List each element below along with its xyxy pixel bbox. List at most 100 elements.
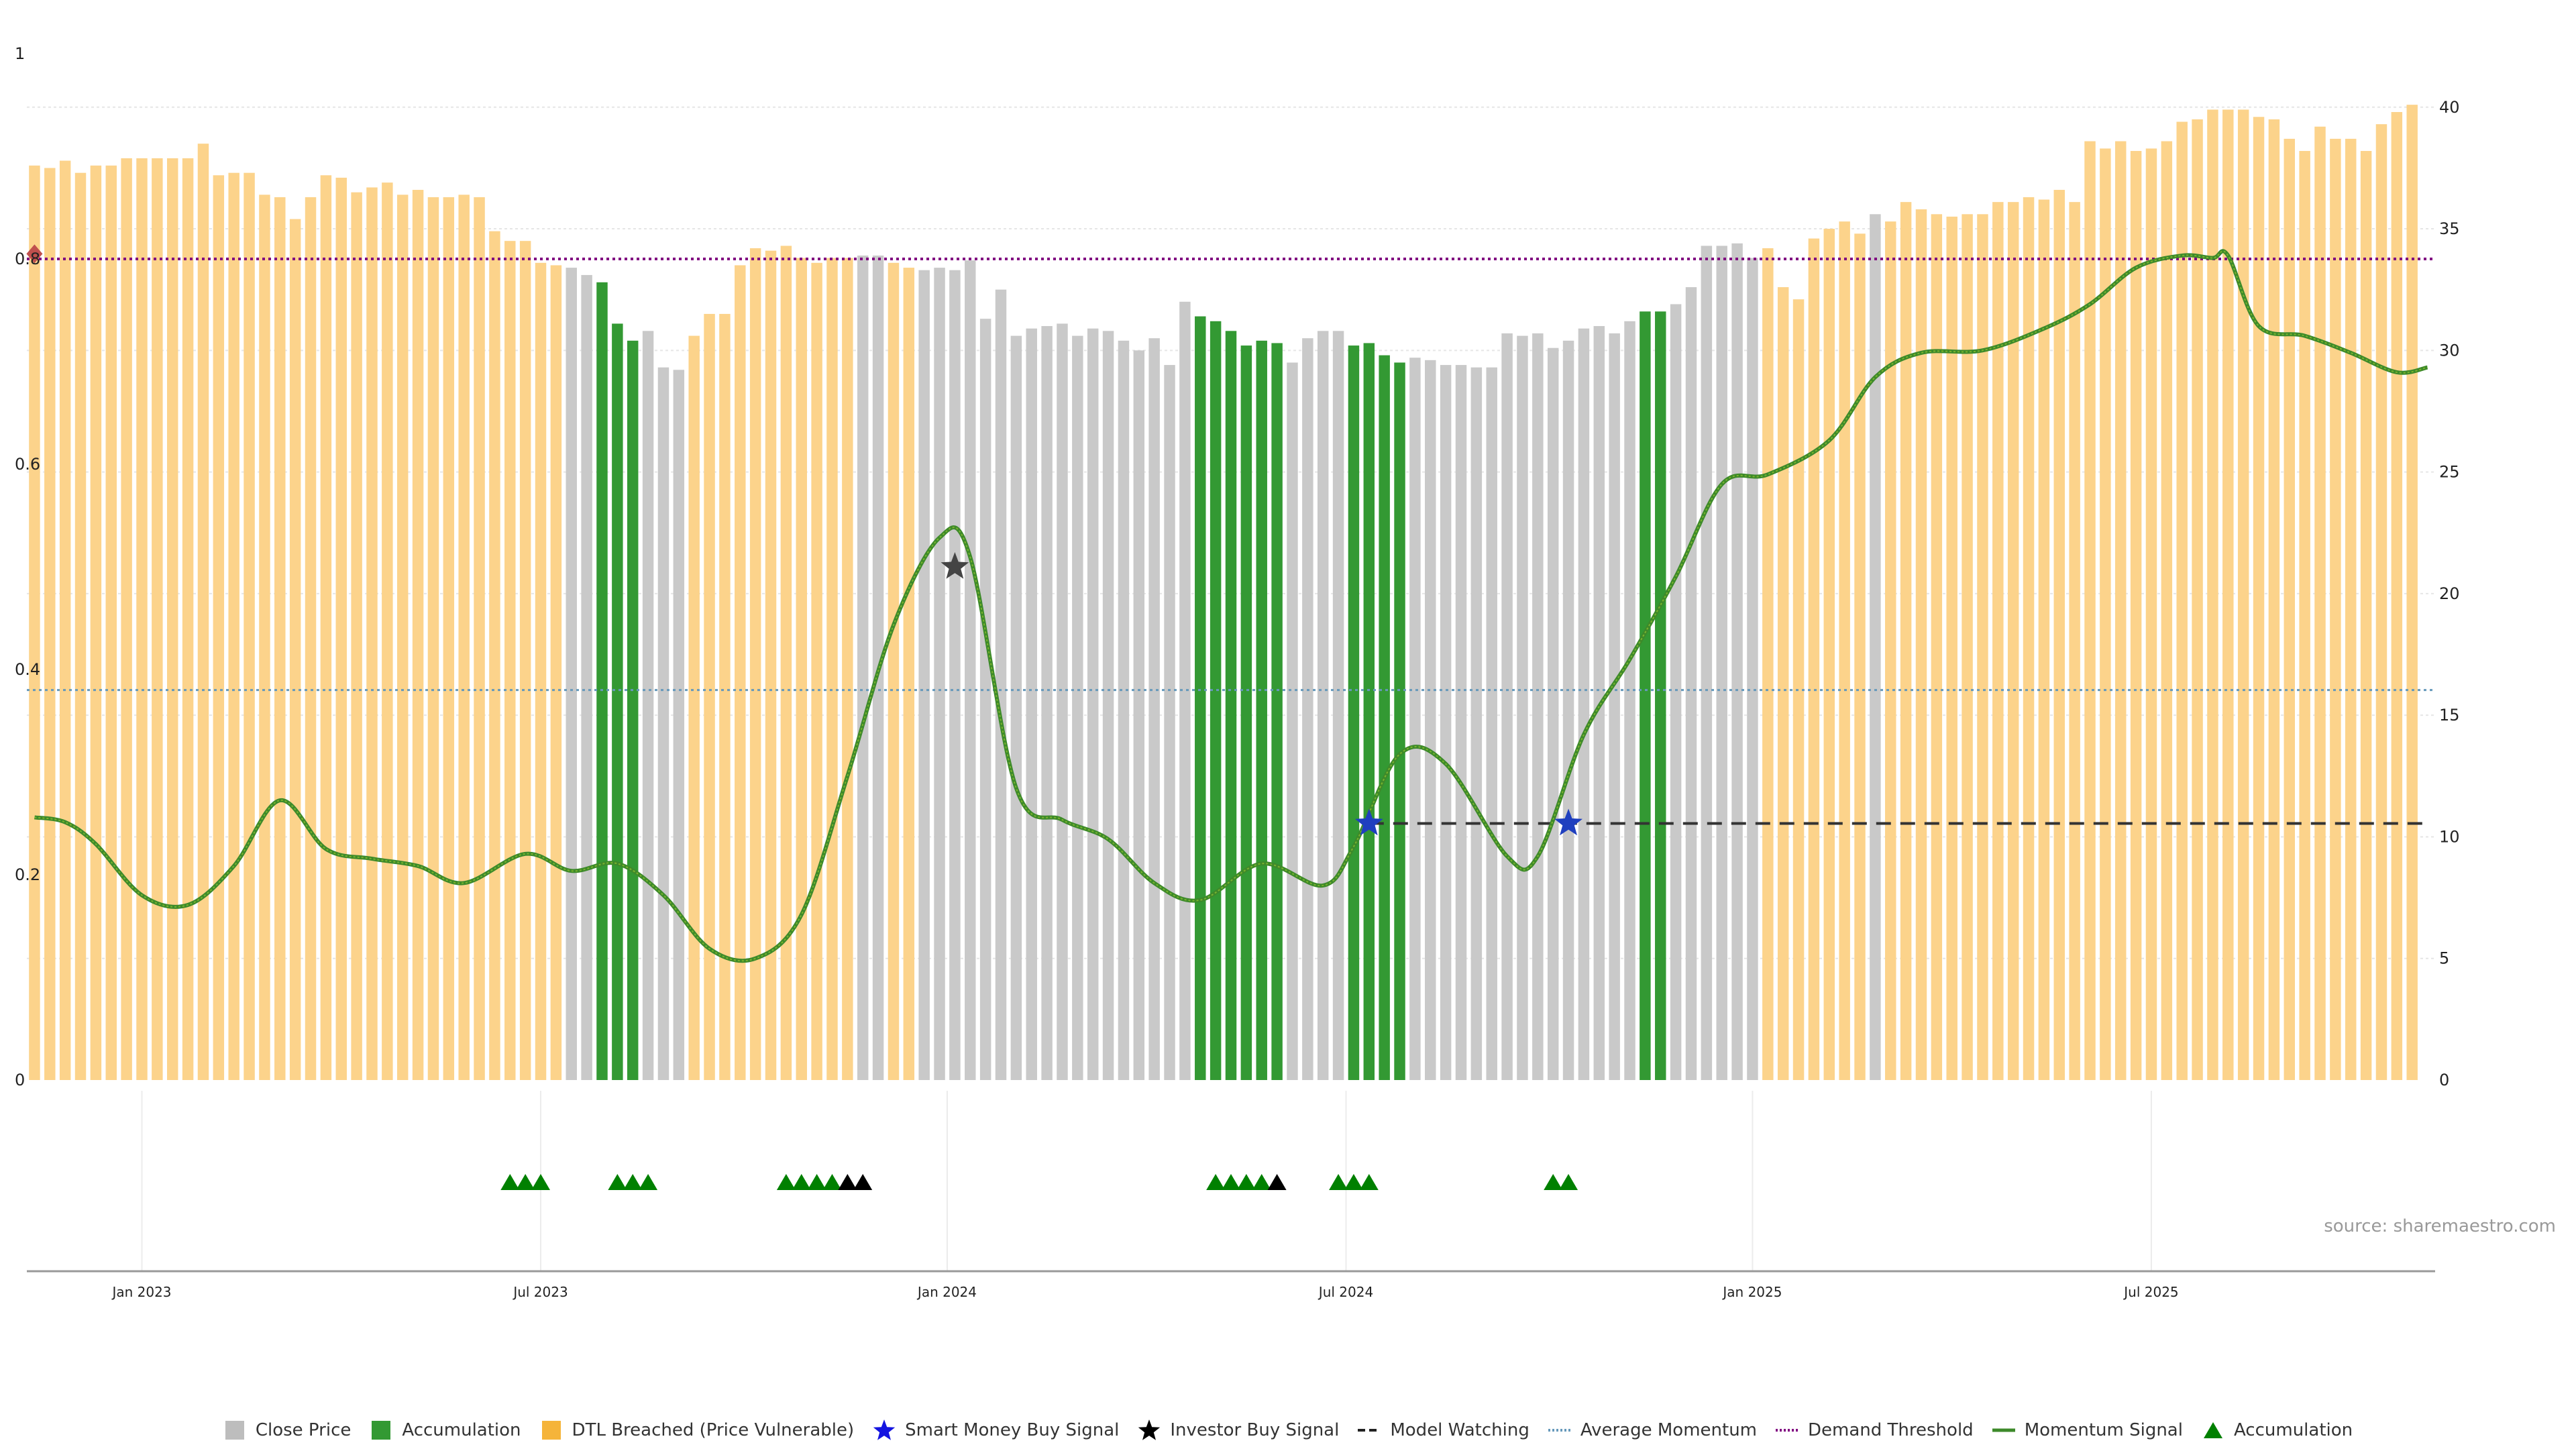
price-bar [596,282,608,1081]
legend-star-icon [1138,1419,1161,1442]
investor-buy-star [941,552,969,579]
price-bar [1348,345,1360,1081]
price-bar [1992,202,2004,1080]
price-bar [1010,335,1022,1080]
price-bar [1900,202,1912,1080]
legend-item: Average Momentum [1548,1419,1757,1442]
price-bar [1470,367,1483,1080]
right-axis-tick: 20 [2439,584,2460,603]
price-bar [182,158,194,1080]
date-tick-label: Jul 2023 [512,1284,568,1300]
legend-item: Investor Buy Signal [1138,1419,1339,1442]
price-bar [1195,316,1206,1081]
price-bar [351,192,362,1081]
price-bars [29,105,2418,1081]
accumulation-triangle [1267,1174,1287,1190]
price-bar [1517,335,1528,1080]
price-bar [1501,333,1513,1080]
price-bar [2038,199,2050,1081]
price-bar [1762,248,1774,1081]
price-bar [1057,323,1068,1080]
accumulation-triangle [1236,1174,1256,1190]
price-bar [949,270,961,1080]
price-bar [1578,328,1590,1081]
legend-label: Accumulation [402,1420,521,1440]
accumulation-triangle [623,1174,643,1190]
price-bar [857,255,869,1080]
price-bar [2253,117,2265,1081]
price-bar [1409,358,1421,1081]
price-bar [796,258,807,1080]
price-bar [197,144,209,1080]
legend-item: Accumulation [2202,1419,2353,1442]
legend-item: DTL Breached (Price Vulnerable) [540,1419,854,1442]
accumulation-triangle [1544,1174,1563,1190]
price-bar [1026,328,1037,1081]
price-bar [320,175,332,1080]
price-bar [1640,311,1651,1081]
right-axis-tick: 0 [2439,1071,2449,1089]
price-bar [1379,355,1390,1080]
accumulation-triangle [516,1174,535,1190]
price-bar [335,177,347,1080]
price-bar [2130,151,2142,1081]
date-tick-label: Jan 2024 [916,1284,977,1300]
price-bar [1655,311,1666,1081]
price-bar [1317,331,1329,1081]
price-bar [965,260,976,1081]
price-bar [566,268,577,1080]
price-bar [1808,238,1820,1080]
accumulation-triangle [1329,1174,1348,1190]
right-axis-tick: 25 [2439,463,2460,482]
price-bar [289,219,301,1080]
price-bar [657,367,669,1080]
price-bar [2084,141,2096,1080]
legend-label: Accumulation [2233,1420,2353,1440]
momentum-signal-highlight [34,250,2428,962]
price-bar [1931,214,1943,1081]
price-bar [642,331,654,1081]
price-bar [979,319,991,1080]
legend-label: Momentum Signal [2024,1420,2183,1440]
left-axis-tick: 0 [15,1071,25,1089]
price-bar [1977,214,1988,1081]
price-bar [458,195,470,1080]
price-bar [1041,326,1053,1080]
legend-item: Accumulation [370,1419,521,1442]
smart-money-buy-star [1554,808,1582,836]
legend-square-icon [540,1419,563,1442]
left-axis-tick: 1 [15,44,25,63]
accumulation-triangle [500,1174,520,1190]
accumulation-triangle [792,1174,811,1190]
price-bar [2375,124,2387,1080]
price-bar [2176,121,2188,1080]
price-bar [2100,148,2111,1081]
price-bar [2299,151,2310,1081]
price-bar [2007,202,2019,1080]
price-bar [2069,202,2080,1080]
price-bar [1716,246,1727,1080]
accumulation-triangle [853,1174,873,1190]
legend: Close Price Accumulation DTL Breached (Pri… [0,1415,2576,1445]
price-bar [550,265,562,1081]
accumulation-triangle [1222,1174,1240,1190]
price-bar [535,262,547,1081]
price-bar [2360,151,2372,1081]
price-bar [1302,338,1313,1080]
price-bar [1256,340,1267,1080]
signal-markers [26,244,1582,836]
price-bar [1394,362,1405,1081]
accumulation-triangle [1359,1174,1379,1190]
price-bar [1164,365,1175,1080]
right-axis-tick: 5 [2439,949,2449,968]
source-note: source: sharemaestro.com [2324,1216,2556,1236]
price-bar [2053,190,2065,1080]
price-bar [2330,138,2341,1080]
left-axis-tick: 0.2 [15,865,40,884]
price-bar [366,187,378,1080]
price-bar [2314,126,2326,1080]
price-bar [2207,109,2218,1080]
right-axis-tick: 40 [2439,98,2460,117]
accumulation-triangle [807,1174,826,1190]
accumulation-triangle [1344,1174,1363,1190]
